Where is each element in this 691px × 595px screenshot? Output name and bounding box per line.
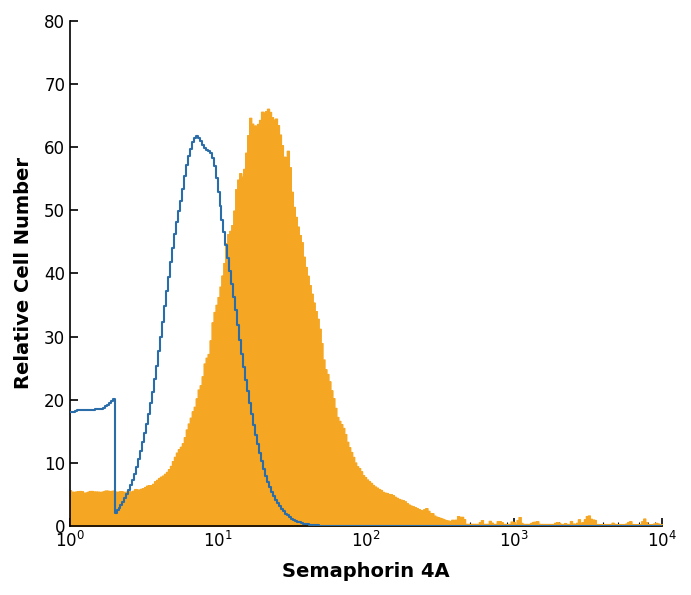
Y-axis label: Relative Cell Number: Relative Cell Number <box>14 158 33 390</box>
X-axis label: Semaphorin 4A: Semaphorin 4A <box>282 562 450 581</box>
